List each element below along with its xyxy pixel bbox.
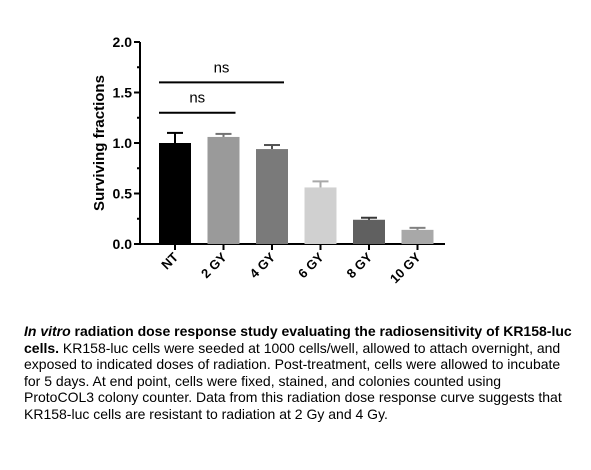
x-tick-label: 4 GY: [247, 249, 279, 281]
caption-body: KR158-luc cells were seeded at 1000 cell…: [24, 339, 562, 422]
caption-italic: In vitro: [24, 323, 71, 339]
x-tick-label: 10 GY: [387, 249, 424, 286]
significance-label: ns: [189, 90, 205, 107]
y-tick-label: 1.5: [113, 85, 133, 101]
bar: [159, 143, 191, 244]
x-tick-label: 6 GY: [295, 249, 327, 281]
y-tick-label: 2.0: [113, 34, 133, 50]
x-axis: NT 2 GY 4 GY 6 GY 8 GY 10 GY: [139, 243, 445, 286]
figure-caption: In vitro radiation dose response study e…: [24, 323, 572, 422]
bar: [304, 187, 337, 244]
bar: [256, 149, 288, 244]
x-tick-label: 8 GY: [344, 249, 376, 281]
y-axis-title: Surviving fractions: [91, 75, 108, 211]
y-axis: 0.0 0.5 1.0 1.5 2.0: [113, 34, 141, 252]
y-tick-label: 0.5: [113, 186, 133, 202]
y-tick-label: 0.0: [113, 236, 133, 252]
bar: [401, 229, 434, 244]
x-tick-label: 2 GY: [198, 249, 230, 281]
y-tick-label: 1.0: [113, 135, 133, 151]
bar-chart: Surviving fractions 0.0 0.5 1.0 1.5 2.0 NT 2 …: [91, 34, 445, 286]
bar: [353, 219, 385, 244]
x-tick-label: NT: [158, 249, 181, 272]
significance-label: ns: [214, 59, 230, 76]
bars: [159, 131, 434, 244]
caption-bold: radiation dose response study evaluating…: [24, 323, 572, 356]
bar: [207, 136, 240, 244]
